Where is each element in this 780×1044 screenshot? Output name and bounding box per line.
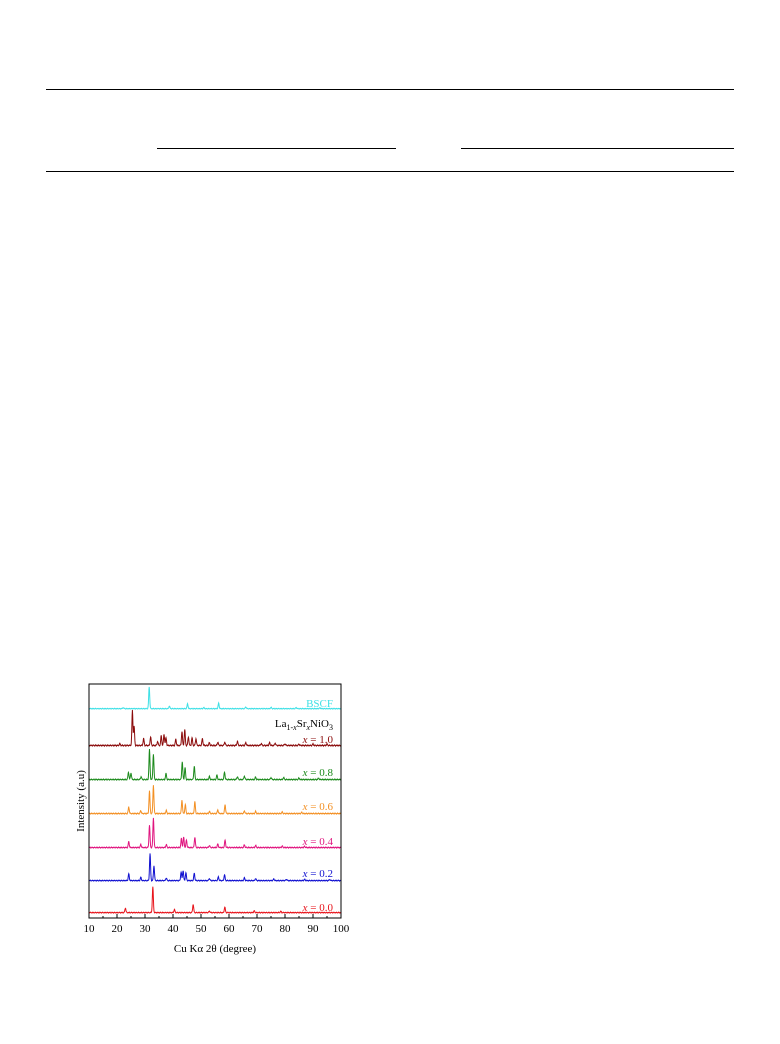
- x-tick-label: 40: [168, 923, 180, 935]
- x-tick-label: 100: [333, 923, 350, 935]
- bottom-rule: [46, 171, 734, 172]
- sub-rule-left: [157, 148, 396, 149]
- x-tick-label: 60: [224, 923, 236, 935]
- trace-labels: x = 0.0 x = 0.2 x = 0.4 x = 0.6 x = 0.8 x = 1…: [302, 698, 334, 914]
- compound-label: La1-xSrxNiO3: [275, 718, 333, 732]
- x-tick-label: 50: [196, 923, 208, 935]
- xrd-chart: 10 20 30 40 50 60 70 80 90 100 x = 0.0x = 0.2x = …: [75, 683, 350, 955]
- sub-rule-right: [461, 148, 734, 149]
- x-tick-label: 30: [140, 923, 152, 935]
- xrd-trace: [88, 853, 342, 883]
- xrd-trace: [88, 785, 342, 816]
- xrd-figure: 10 20 30 40 50 60 70 80 90 100 x = 0.0 x = 0.2 x = …: [70, 670, 370, 970]
- trace-label: x = 0.6: [302, 801, 334, 813]
- trace-label: x = 0.2: [302, 868, 333, 880]
- trace-group: [88, 686, 342, 914]
- trace-label: x = 0.8: [302, 767, 334, 779]
- trace-label: x = 0.4: [302, 836, 334, 848]
- xrd-trace: [88, 817, 342, 850]
- xrd-trace: [88, 749, 342, 782]
- x-ticks: 10 20 30 40 50 60 70 80 90 100: [84, 914, 350, 935]
- top-rule: [46, 89, 734, 90]
- x-tick-label: 80: [280, 923, 292, 935]
- x-tick-label: 20: [112, 923, 124, 935]
- x-tick-label: 90: [308, 923, 320, 935]
- x-tick-label: 70: [252, 923, 264, 935]
- trace-label: x = 0.0: [302, 902, 334, 914]
- trace-label: x = 1.0: [302, 734, 334, 746]
- x-axis-title: Cu Kα 2θ (degree): [174, 943, 257, 955]
- y-axis-title: Intensity (a.u): [75, 770, 87, 832]
- trace-label: BSCF: [306, 698, 333, 710]
- x-tick-label: 10: [84, 923, 96, 935]
- xrd-trace: [88, 710, 342, 748]
- xrd-trace: [88, 886, 342, 914]
- xrd-trace: [88, 686, 342, 710]
